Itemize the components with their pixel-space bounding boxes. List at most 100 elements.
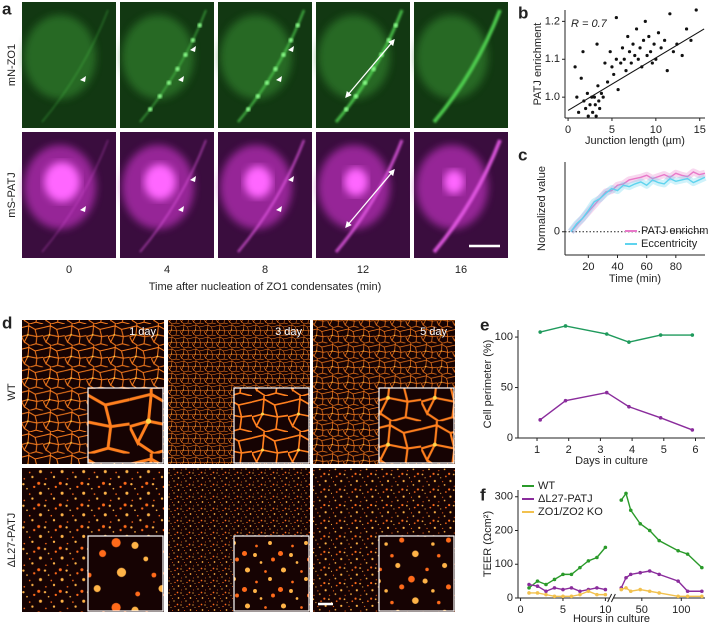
- x-tick-label: 5: [560, 604, 566, 616]
- marker: [578, 589, 582, 594]
- series-line: [620, 491, 703, 569]
- point: [684, 27, 689, 31]
- double-arrow: [345, 169, 395, 228]
- marker: [544, 589, 548, 594]
- marker: [658, 416, 663, 420]
- condensate: [175, 66, 180, 72]
- condensate: [295, 23, 300, 28]
- inset: [233, 387, 310, 464]
- point: [585, 91, 589, 95]
- point: [610, 65, 614, 69]
- x-tick-label: 3: [597, 444, 603, 456]
- junction: [139, 139, 207, 253]
- junction: [237, 139, 306, 253]
- marker: [544, 592, 548, 597]
- micrograph: [316, 2, 410, 128]
- y-axis-label: TEER (Ωcm²): [482, 511, 494, 577]
- marker: [527, 582, 531, 587]
- condensate: [288, 38, 294, 43]
- micrograph: [22, 2, 116, 128]
- marker: [657, 591, 661, 595]
- time-label: 4: [164, 264, 170, 276]
- marker: [561, 594, 565, 599]
- point: [647, 34, 651, 39]
- y-tick-label: 50: [501, 381, 513, 393]
- marker: [700, 589, 704, 594]
- marker: [619, 498, 624, 502]
- y-tick-label: 1.0: [545, 91, 560, 103]
- point: [648, 50, 653, 54]
- marker: [685, 552, 690, 556]
- time-label: 0: [66, 264, 72, 276]
- micrograph: [316, 132, 410, 258]
- y-axis-label: PATJ enrichment: [532, 23, 544, 106]
- series-line: [539, 391, 693, 431]
- condensate: [246, 107, 251, 112]
- nucleus: [444, 170, 464, 194]
- series-line: [540, 325, 693, 343]
- axis-break: [607, 593, 616, 603]
- x-tick-label: 50: [636, 604, 648, 616]
- y-tick-label: 1.2: [545, 15, 560, 27]
- series-line: [620, 570, 702, 592]
- point: [659, 46, 663, 50]
- marker: [603, 587, 608, 592]
- marker: [647, 589, 652, 594]
- band: [568, 174, 707, 234]
- y-tick-label: 100: [495, 331, 513, 343]
- marker: [604, 332, 609, 336]
- point: [629, 61, 633, 65]
- x-tick-label: 100: [672, 604, 690, 616]
- condensate: [255, 94, 261, 99]
- axis-label: Time after nucleation of ZO1 condensates…: [149, 281, 382, 293]
- marker: [552, 586, 557, 590]
- condensate: [183, 52, 188, 58]
- cell-glow: [416, 15, 488, 99]
- x-tick-label: 5: [661, 444, 667, 456]
- marker: [535, 591, 540, 595]
- point: [694, 8, 698, 12]
- marker: [619, 587, 624, 592]
- point: [680, 53, 684, 58]
- column-label: 1 day: [129, 326, 156, 338]
- point: [645, 53, 649, 58]
- point: [591, 110, 595, 114]
- marker: [603, 592, 608, 597]
- panel-label: e: [480, 315, 489, 334]
- micrograph: [120, 2, 214, 128]
- marker: [638, 521, 643, 526]
- condensate: [273, 66, 278, 72]
- point: [614, 15, 618, 20]
- marker: [638, 570, 643, 575]
- condensate: [362, 80, 368, 86]
- marker: [690, 428, 695, 432]
- legend-label: PATJ enrichment: [641, 225, 708, 237]
- condensate: [264, 80, 270, 86]
- panel-label: c: [518, 145, 527, 164]
- point: [612, 72, 616, 77]
- marker: [624, 575, 628, 580]
- condensate: [353, 94, 359, 99]
- x-tick-label: 40: [611, 261, 623, 273]
- marker: [603, 545, 608, 550]
- marker: [676, 548, 680, 553]
- arrowhead: [190, 46, 196, 52]
- point: [595, 42, 599, 46]
- column-label: 5 day: [420, 326, 447, 338]
- panel-label: d: [2, 313, 12, 332]
- point: [668, 12, 672, 16]
- nucleus: [44, 162, 80, 202]
- marker: [563, 398, 568, 403]
- x-axis-label: Hours in culture: [573, 613, 650, 625]
- series-line: [528, 546, 606, 589]
- inset: [87, 387, 164, 464]
- marker: [700, 565, 704, 570]
- micrograph: [120, 132, 214, 258]
- x-tick-label: 0: [517, 604, 523, 616]
- marker: [552, 594, 557, 599]
- point: [581, 50, 585, 54]
- marker: [604, 390, 609, 395]
- marker: [561, 572, 565, 577]
- condensate: [393, 23, 398, 28]
